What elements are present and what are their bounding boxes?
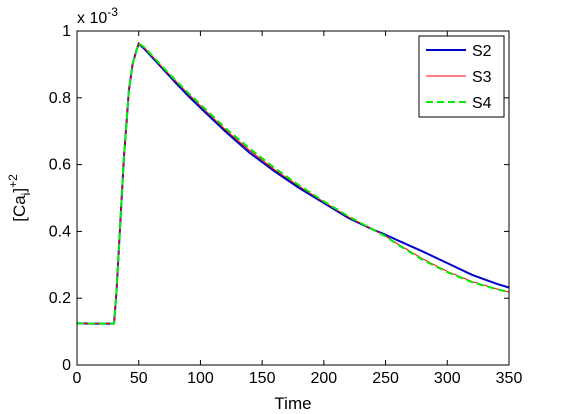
y-label-sup: +2: [6, 174, 20, 188]
y-tick-label: 0.4: [49, 223, 71, 240]
x-tick-label: 300: [434, 370, 461, 387]
legend-label-s4: S4: [472, 95, 492, 112]
y-tick-label: 1: [62, 23, 71, 40]
y-multiplier-base: x 10: [77, 10, 107, 27]
y-tick-label: 0.2: [49, 290, 71, 307]
x-axis-label: Time: [274, 394, 311, 413]
y-label-main: [Ca: [10, 195, 29, 222]
y-tick-label: 0: [62, 357, 71, 374]
y-tick-label: 0.6: [49, 157, 71, 174]
series-layer: [76, 41, 510, 325]
x-tick-label: 350: [496, 370, 523, 387]
plot-frame: [76, 30, 510, 366]
legend-label-s3: S3: [472, 69, 492, 86]
x-tick-label: 250: [372, 370, 399, 387]
legend: S2 S3 S4: [418, 35, 505, 118]
y-axis-label: [Cai]+2: [6, 174, 33, 222]
x-tick-label: 0: [73, 370, 82, 387]
ticks-layer: 0 50 100 150 200 250 300 350 0 0.2 0.4 0.6 0.8 1: [49, 23, 523, 387]
y-label-sub: i: [19, 193, 33, 196]
x-tick-label: 100: [187, 370, 214, 387]
y-label-bracket: ]: [10, 188, 29, 193]
y-multiplier-exp: -3: [107, 5, 118, 19]
y-axis-multiplier: x 10-3: [77, 5, 118, 27]
x-tick-label: 200: [311, 370, 338, 387]
y-tick-label: 0.8: [49, 90, 71, 107]
x-tick-label: 50: [130, 370, 148, 387]
legend-label-s2: S2: [472, 43, 492, 60]
series-line-s4: [76, 42, 510, 325]
x-tick-label: 150: [249, 370, 276, 387]
